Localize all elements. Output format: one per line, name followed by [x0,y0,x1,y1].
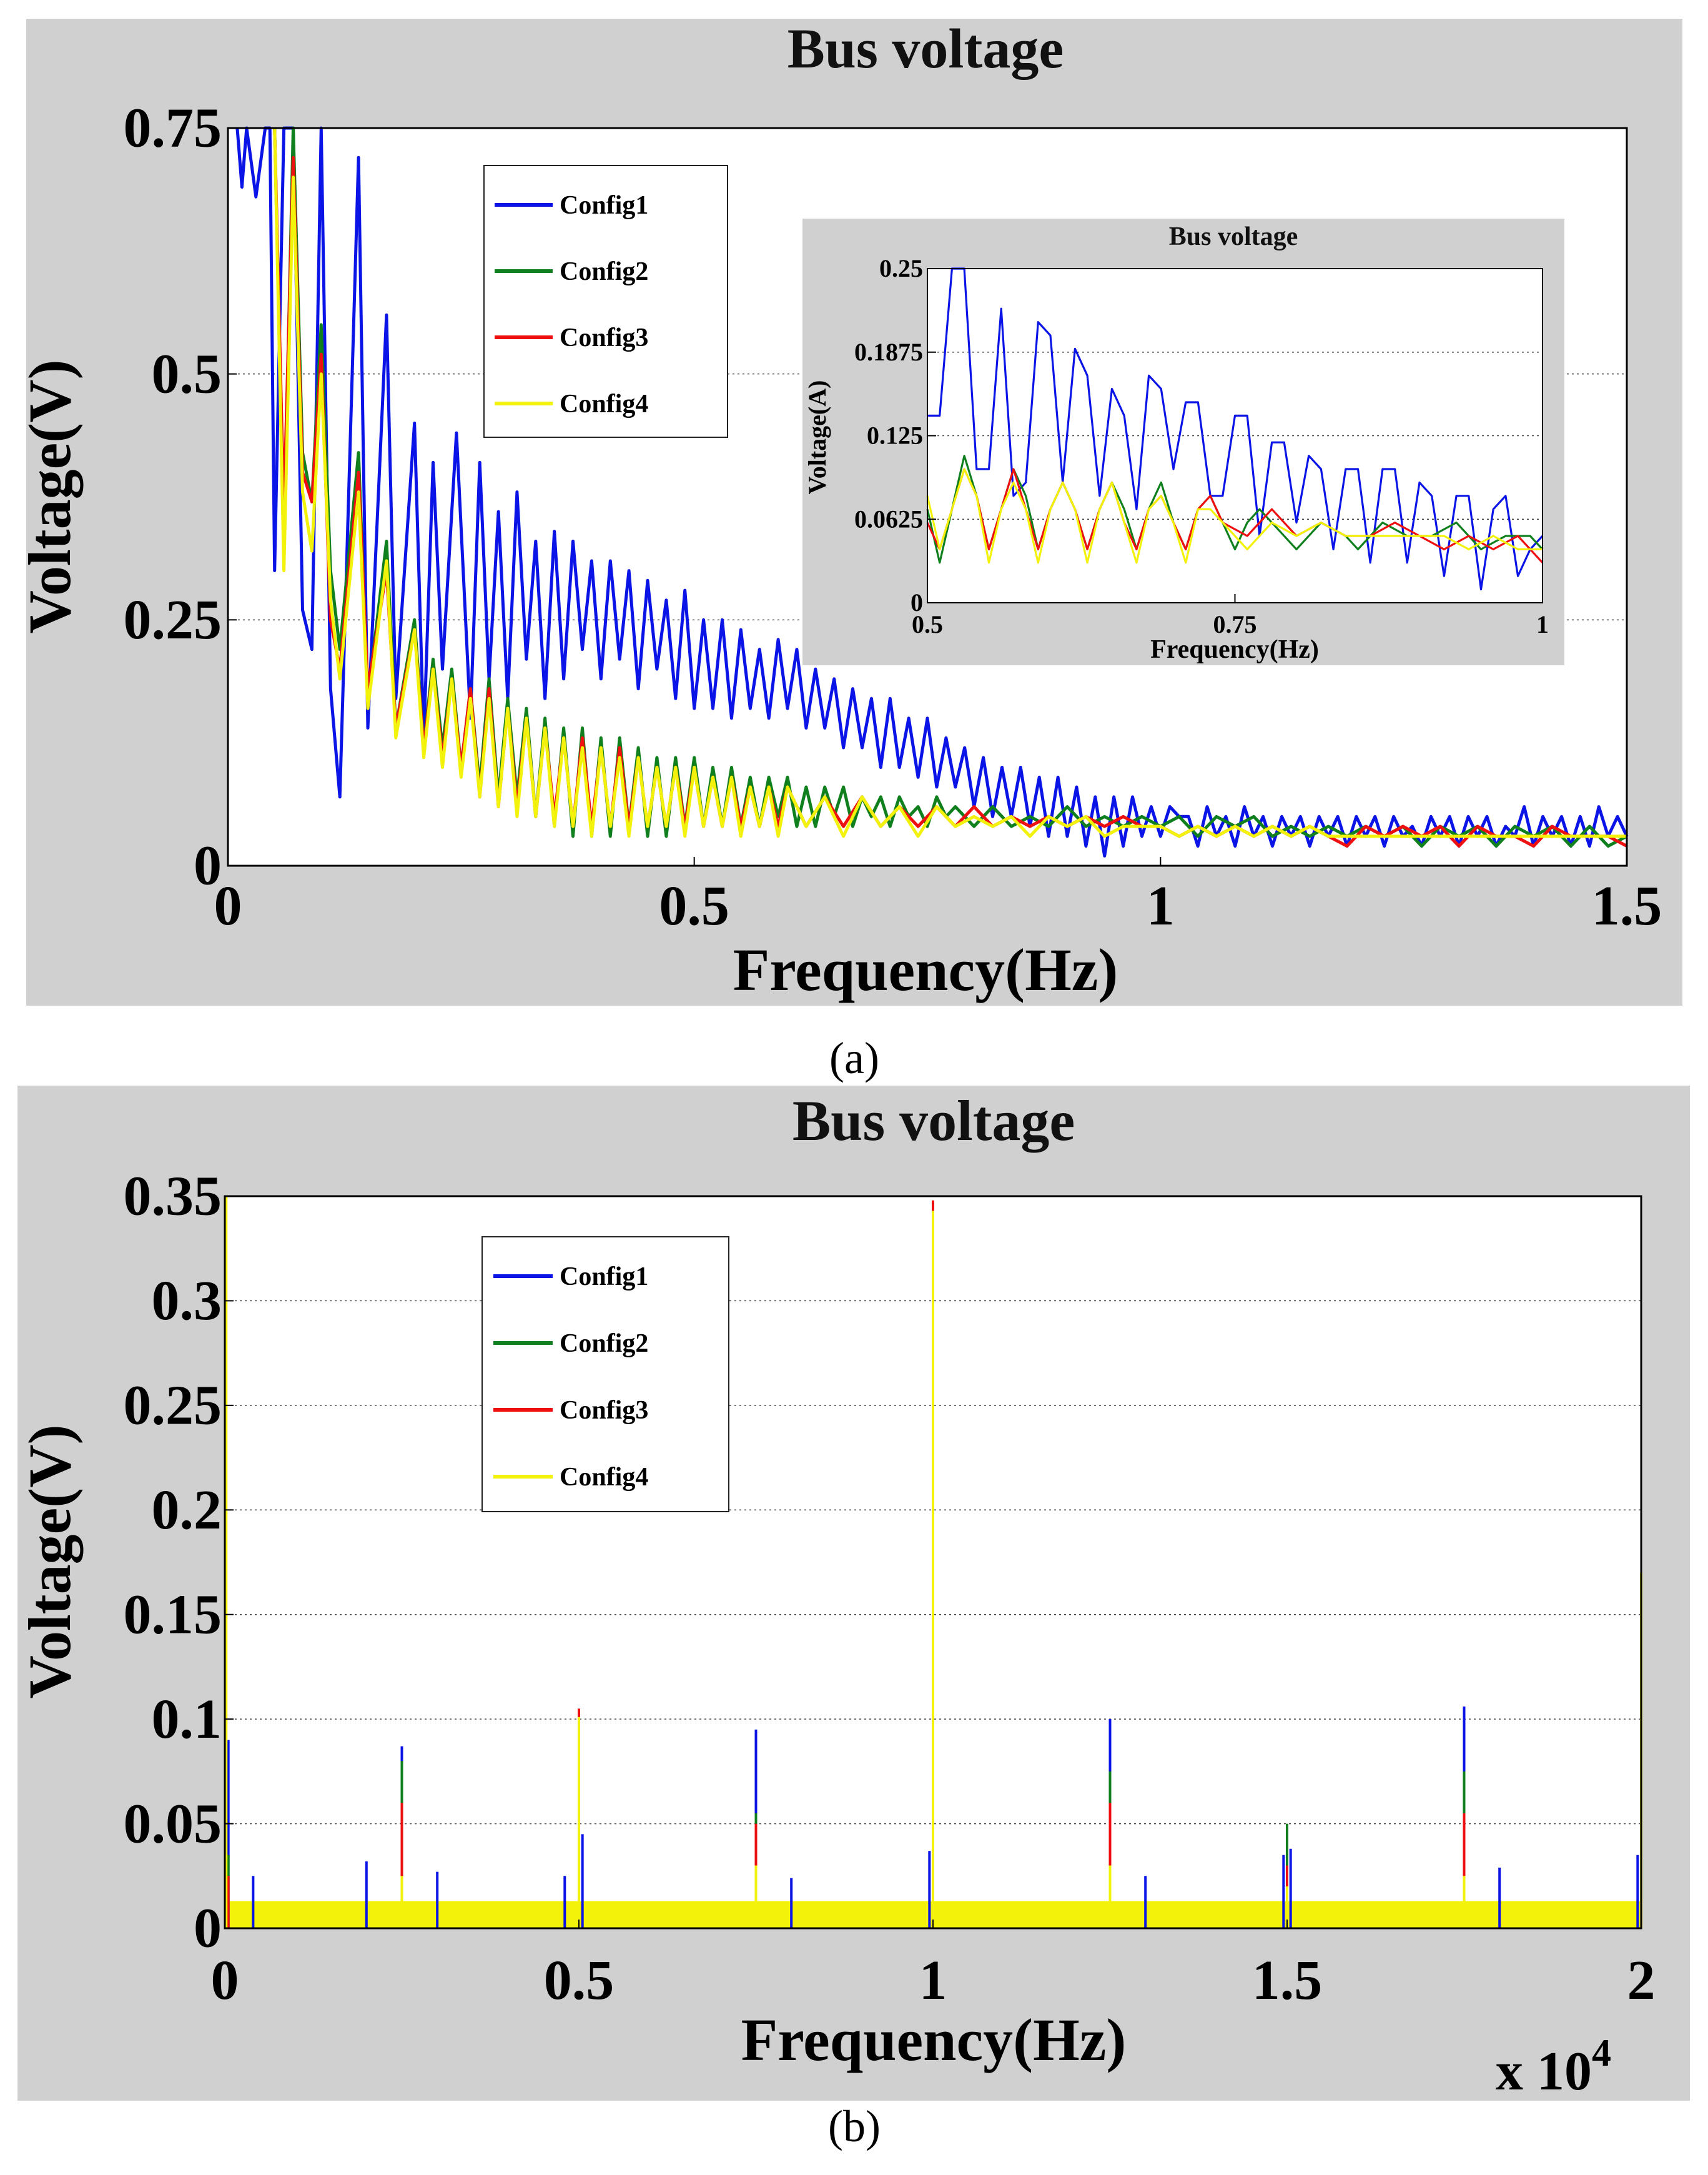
ytick-label-i-4: 0.25 [879,254,923,282]
xtick-label-b-2: 1 [919,1950,947,2011]
panel-a-title: Bus voltage [787,18,1064,80]
series-line-i-config1 [927,267,1544,591]
legend-b-label-config1: Config1 [560,1262,648,1291]
xtick-label-b-3: 1.5 [1252,1950,1323,2011]
xtick-label-b-0: 0 [211,1950,239,2011]
panel-b-caption: (b) [828,2101,881,2151]
panel-b-x-multiplier: x 104 [1496,2032,1611,2102]
legend-b-label-config2: Config2 [560,1329,648,1358]
ytick-label-b-4: 0.2 [152,1479,222,1541]
inset-ylabel: Voltage(A) [803,380,831,495]
panel-b-series [225,1196,1642,1928]
series-line-i-config4 [926,468,1543,564]
panel-b-title: Bus voltage [792,1089,1075,1152]
ytick-label-b-7: 0.35 [124,1166,222,1227]
ytick-label-b-2: 0.1 [152,1688,222,1750]
xtick-label-a-3: 1.5 [1592,875,1662,937]
panel-b-legend: Config1 Config2 Config3 Config4 [481,1236,729,1512]
panel-a-caption: (a) [829,1033,879,1083]
legend-a-label-config4: Config4 [560,390,648,419]
panel-b-gridlines [225,1300,1641,1825]
xtick-label-b-4: 2 [1627,1950,1656,2011]
panel-a-series [235,126,1629,858]
panel-a: Bus voltage 00.250.50.750 0.5 1 1.5 Frequen… [16,18,1682,1083]
legend-a-label-config1: Config1 [560,191,648,220]
panel-b-ticks: 0 0.05 0.1 0.15 0.2 0.25 0.3 0.35 0 0.5 1 1.5 2 [124,1166,1656,2011]
panel-b-legend-box [481,1236,729,1512]
ytick-label-a-3: 0.75 [124,97,222,159]
ytick-label-i-0: 0 [911,588,923,617]
xtick-label-a-0: 0 [214,875,242,937]
legend-b-label-config4: Config4 [560,1463,648,1492]
xtick-label-b-1: 0.5 [544,1950,615,2011]
xtick-label-a-2: 1 [1147,875,1175,937]
inset-ticks: 0 0.0625 0.125 0.1875 0.25 0.5 0.75 1 [854,254,1549,638]
panel-a-legend-box [483,165,728,438]
inset-plot-area [927,269,1543,603]
panel-b-ylabel: Voltage(V) [16,1424,83,1698]
inset-title: Bus voltage [1169,222,1298,251]
inset-series [926,267,1544,591]
xtick-label-i-2: 1 [1536,610,1549,638]
inset-xlabel: Frequency(Hz) [1150,635,1319,664]
panel-b-x-multiplier-base: x 10 [1496,2041,1592,2102]
panel-b-x-multiplier-exponent: 4 [1592,2032,1611,2074]
ytick-label-i-3: 0.1875 [854,338,923,366]
panel-a-inset: Bus voltage 0 0.0625 0.125 0.1875 0.25 0.5 0.7… [802,219,1564,665]
ytick-label-a-2: 0.5 [152,343,222,405]
legend-b-label-config3: Config3 [560,1396,648,1425]
ytick-label-a-0: 0 [194,835,222,897]
panel-a-xlabel: Frequency(Hz) [733,936,1118,1003]
panel-b-xlabel: Frequency(Hz) [741,2006,1127,2073]
ytick-label-a-1: 0.25 [124,589,222,651]
ytick-label-b-5: 0.25 [124,1375,222,1437]
panel-b: Bus voltage 00.050.10.150.20.250.30.350 0… [16,1086,1690,2151]
panel-a-ticks: 00.250.50.750 0.5 1 1.5 [124,97,1662,937]
xtick-label-i-0: 0.5 [912,610,943,638]
ytick-label-b-1: 0.05 [124,1793,222,1855]
panel-a-ylabel: Voltage(V) [16,359,83,633]
ytick-label-b-6: 0.3 [152,1270,222,1332]
ytick-label-i-1: 0.0625 [854,505,923,533]
legend-a-label-config2: Config2 [560,257,648,286]
legend-a-label-config3: Config3 [560,324,648,352]
ytick-label-i-2: 0.125 [867,422,923,450]
ytick-label-b-3: 0.15 [124,1583,222,1645]
series-line-a-config4 [273,127,1627,838]
panel-a-axes-box [227,127,1628,867]
xtick-label-i-1: 0.75 [1213,610,1257,638]
series-line-a-config1 [235,126,1629,858]
panel-a-legend: Config1 Config2 Config3 Config4 [483,165,728,438]
ytick-label-b-0: 0 [194,1898,222,1959]
xtick-label-a-1: 0.5 [659,875,729,937]
